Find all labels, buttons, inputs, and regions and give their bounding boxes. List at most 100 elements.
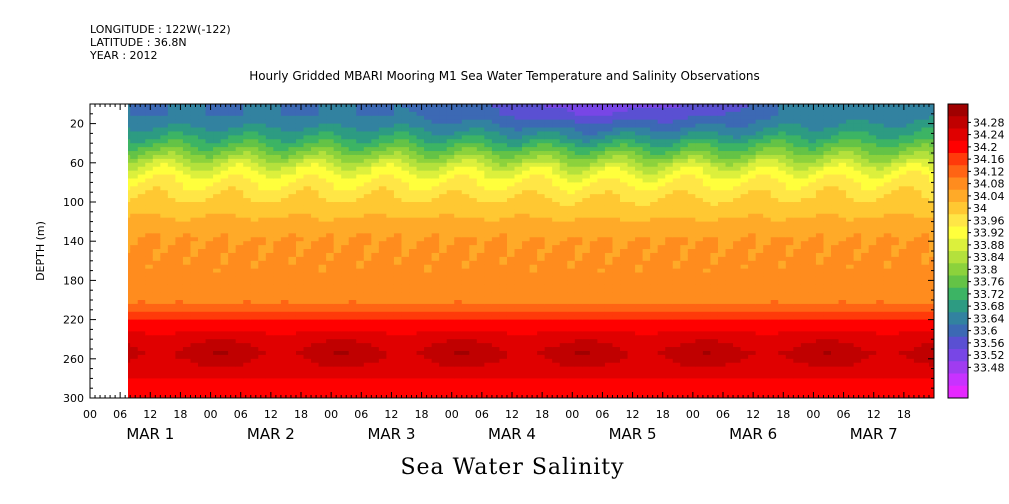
heatmap-cell	[484, 147, 493, 152]
heatmap-cell	[499, 213, 508, 219]
heatmap-cell	[386, 104, 395, 109]
heatmap-cell	[559, 370, 568, 376]
heatmap-cell	[167, 256, 177, 262]
heatmap-cell	[220, 252, 229, 258]
heatmap-cell	[295, 237, 305, 242]
heatmap-cell	[265, 331, 274, 336]
heatmap-cell	[604, 319, 614, 325]
heatmap-cell	[273, 221, 282, 227]
heatmap-cell	[544, 284, 553, 289]
heatmap-cell	[454, 233, 463, 238]
heatmap-cell	[190, 347, 199, 352]
heatmap-cell	[152, 335, 161, 340]
heatmap-cell	[446, 382, 455, 387]
heatmap-cell	[454, 288, 463, 293]
heatmap-cell	[167, 362, 177, 368]
heatmap-cell	[295, 147, 305, 152]
heatmap-cell	[333, 252, 342, 258]
heatmap-cell	[514, 202, 523, 207]
heatmap-cell	[311, 127, 320, 133]
heatmap-cell	[574, 260, 583, 266]
heatmap-cell	[552, 284, 561, 289]
heatmap-cell	[454, 343, 463, 348]
heatmap-cell	[559, 143, 568, 148]
heatmap-cell	[190, 158, 199, 164]
heatmap-cell	[401, 358, 410, 364]
heatmap-cell	[175, 350, 184, 356]
heatmap-cell	[401, 335, 410, 340]
heatmap-cell	[409, 347, 418, 352]
heatmap-cell	[529, 374, 538, 379]
heatmap-cell	[446, 245, 455, 250]
heatmap-cell	[582, 319, 591, 325]
heatmap-cell	[544, 335, 553, 340]
heatmap-cell	[506, 249, 516, 254]
heatmap-cell	[167, 300, 177, 305]
heatmap-cell	[145, 307, 154, 313]
heatmap-cell	[416, 182, 425, 187]
heatmap-cell	[589, 362, 599, 368]
heatmap-cell	[491, 366, 501, 372]
heatmap-cell	[167, 276, 177, 281]
heatmap-cell	[182, 319, 192, 325]
heatmap-cell	[160, 170, 169, 176]
heatmap-cell	[612, 245, 621, 250]
heatmap-cell	[582, 135, 591, 140]
heatmap-cell	[250, 311, 259, 317]
heatmap-cell	[182, 241, 192, 246]
heatmap-cell	[522, 233, 531, 238]
heatmap-cell	[506, 111, 516, 117]
heatmap-cell	[258, 264, 267, 270]
heatmap-cell	[416, 350, 425, 356]
heatmap-cell	[378, 374, 388, 379]
heatmap-cell	[326, 315, 335, 321]
heatmap-cell	[356, 390, 365, 395]
heatmap-cell	[280, 104, 290, 109]
heatmap-cell	[439, 115, 448, 121]
heatmap-cell	[506, 276, 516, 281]
heatmap-cell	[431, 386, 440, 391]
heatmap-cell	[574, 280, 583, 285]
heatmap-cell	[220, 202, 229, 207]
heatmap-cell	[311, 343, 320, 348]
heatmap-cell	[574, 107, 583, 113]
heatmap-cell	[597, 139, 606, 144]
heatmap-cell	[167, 194, 177, 199]
heatmap-cell	[597, 264, 606, 270]
heatmap-cell	[393, 260, 403, 266]
heatmap-cell	[469, 115, 478, 121]
heatmap-cell	[378, 198, 388, 203]
heatmap-cell	[363, 170, 372, 176]
heatmap-cell	[311, 386, 320, 391]
heatmap-cell	[439, 123, 448, 129]
heatmap-cell	[190, 162, 199, 168]
heatmap-cell	[567, 225, 576, 231]
heatmap-cell	[461, 362, 470, 368]
heatmap-cell	[514, 139, 523, 144]
heatmap-cell	[128, 205, 131, 211]
heatmap-cell	[182, 335, 192, 340]
heatmap-cell	[431, 241, 440, 246]
heatmap-cell	[597, 276, 606, 281]
heatmap-cell	[198, 190, 207, 195]
heatmap-cell	[446, 119, 455, 125]
heatmap-cell	[469, 307, 478, 313]
heatmap-cell	[128, 284, 131, 289]
heatmap-cell	[137, 166, 146, 172]
heatmap-cell	[544, 237, 553, 242]
heatmap-cell	[371, 178, 380, 183]
heatmap-cell	[506, 241, 516, 246]
heatmap-cell	[250, 378, 259, 383]
heatmap-cell	[401, 394, 410, 398]
heatmap-cell	[469, 284, 478, 289]
heatmap-cell	[446, 366, 455, 372]
heatmap-cell	[514, 229, 523, 234]
heatmap-cell	[280, 229, 290, 234]
heatmap-cell	[499, 280, 508, 285]
heatmap-cell	[137, 331, 146, 336]
heatmap-cell	[431, 111, 440, 117]
heatmap-cell	[589, 303, 599, 309]
heatmap-cell	[514, 331, 523, 336]
heatmap-cell	[514, 382, 523, 387]
heatmap-cell	[529, 151, 538, 156]
